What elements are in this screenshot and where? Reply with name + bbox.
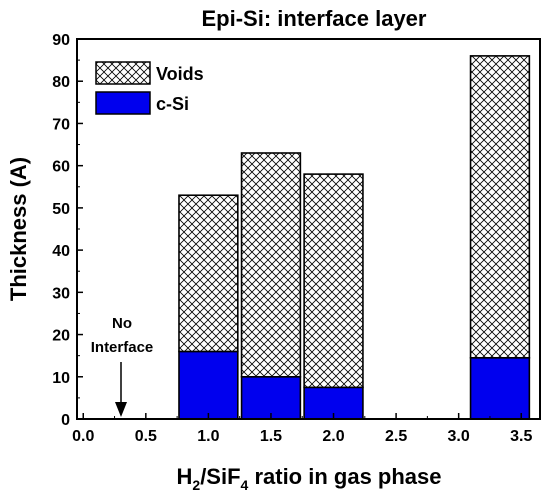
x-axis-label-rest: ratio in gas phase [248, 464, 441, 489]
y-tick-label: 30 [52, 285, 70, 302]
bar-voids-0 [178, 194, 239, 353]
x-tick-label: 3.5 [510, 428, 532, 445]
bar-c-si-3 [469, 356, 531, 420]
y-tick-label: 50 [52, 201, 70, 218]
x-axis-label-sub-4: 4 [241, 477, 249, 493]
y-tick-label: 90 [52, 32, 70, 49]
annotation-line-1: No [112, 315, 132, 332]
bar-c-si-1 [240, 375, 302, 420]
x-tick-label: 1.5 [260, 428, 282, 445]
bar-voids-1 [240, 152, 302, 378]
no-interface-annotation: No Interface [91, 315, 154, 417]
x-tick-label: 2.0 [322, 428, 344, 445]
legend-label-voids: Voids [156, 64, 204, 84]
x-tick-label: 0.0 [72, 428, 94, 445]
y-tick-label: 10 [52, 370, 70, 387]
annotation-line-2: Interface [91, 339, 154, 356]
bar-voids-3 [469, 55, 531, 359]
chart-title: Epi-Si: interface layer [202, 6, 427, 31]
y-tick-label: 40 [52, 243, 70, 260]
x-tick-label: 1.0 [197, 428, 219, 445]
legend-swatch-voids [95, 61, 151, 85]
y-tick-label: 60 [52, 159, 70, 176]
x-axis-label: H2/SiF4 ratio in gas phase [177, 464, 442, 493]
y-axis-label: Thickness (A) [6, 157, 31, 301]
legend: Voids c-Si [95, 61, 204, 115]
y-tick-label: 20 [52, 328, 70, 345]
x-axis-label-sub-2: 2 [192, 477, 200, 493]
x-tick-label: 3.0 [448, 428, 470, 445]
bar-voids-2 [303, 173, 364, 389]
legend-swatch-c-si [95, 91, 151, 115]
bar-c-si-0 [178, 350, 239, 420]
legend-label-c-si: c-Si [156, 94, 189, 114]
x-axis-label-mid: /SiF [200, 464, 240, 489]
y-tick-label: 80 [52, 74, 70, 91]
x-tick-label: 2.5 [385, 428, 407, 445]
y-tick-label: 0 [61, 412, 70, 429]
x-axis-label-main: H [177, 464, 193, 489]
y-tick-label: 70 [52, 116, 70, 133]
annotation-arrow-head [115, 402, 127, 417]
x-tick-label: 0.5 [135, 428, 157, 445]
